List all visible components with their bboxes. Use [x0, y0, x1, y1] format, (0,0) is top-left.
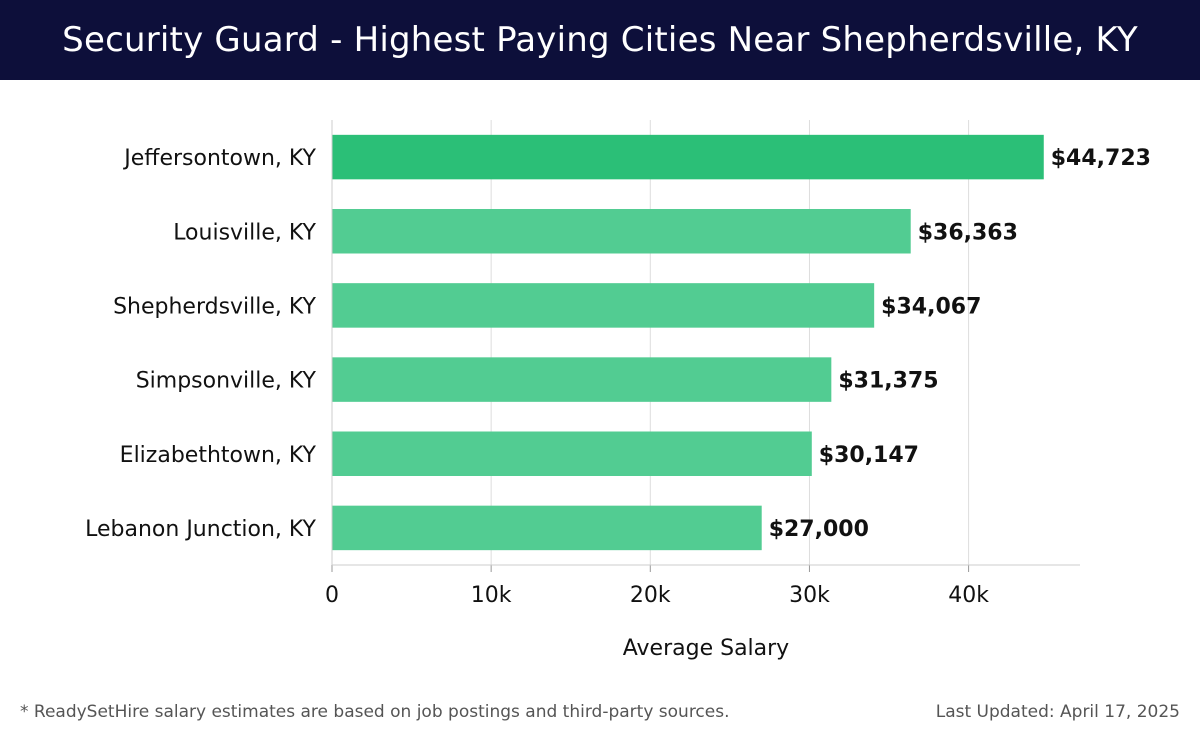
value-label: $30,147 — [819, 443, 919, 468]
category-label: Lebanon Junction, KY — [85, 517, 316, 542]
x-tick-label: 40k — [948, 583, 989, 608]
value-label: $34,067 — [881, 294, 981, 319]
bars: $44,723 $36,363 $34,067 $31,375 $30,147 $27,0… — [332, 134, 1151, 551]
x-axis-title: Average Salary — [623, 636, 789, 661]
last-updated: Last Updated: April 17, 2025 — [935, 702, 1180, 722]
bar — [332, 357, 832, 402]
chart-header: Security Guard - Highest Paying Cities N… — [0, 0, 1200, 80]
category-label: Jeffersontown, KY — [122, 146, 316, 171]
axes: 0 10k 20k 30k 40k Jeffersontown, KY Louisville… — [85, 120, 1080, 608]
value-label: $44,723 — [1051, 146, 1151, 171]
x-tick-label: 30k — [789, 583, 830, 608]
bar — [332, 283, 875, 328]
x-tick-label: 0 — [325, 583, 339, 608]
grid-lines — [490, 120, 970, 565]
footer-note: * ReadySetHire salary estimates are base… — [20, 702, 730, 722]
x-tick-label: 10k — [471, 583, 512, 608]
bar-chart: $44,723 $36,363 $34,067 $31,375 $30,147 $27,0… — [85, 120, 1151, 661]
bar — [332, 134, 1044, 180]
value-label: $36,363 — [918, 220, 1018, 245]
value-label: $31,375 — [838, 369, 938, 394]
value-label: $27,000 — [769, 517, 869, 542]
category-label: Louisville, KY — [173, 220, 316, 245]
x-tick-label: 20k — [630, 583, 671, 608]
category-label: Elizabethtown, KY — [120, 443, 317, 468]
chart-title: Security Guard - Highest Paying Cities N… — [62, 20, 1138, 60]
bar — [332, 505, 762, 551]
bar — [332, 209, 911, 254]
category-label: Shepherdsville, KY — [113, 294, 316, 319]
bar — [332, 431, 812, 476]
category-label: Simpsonville, KY — [136, 369, 317, 394]
